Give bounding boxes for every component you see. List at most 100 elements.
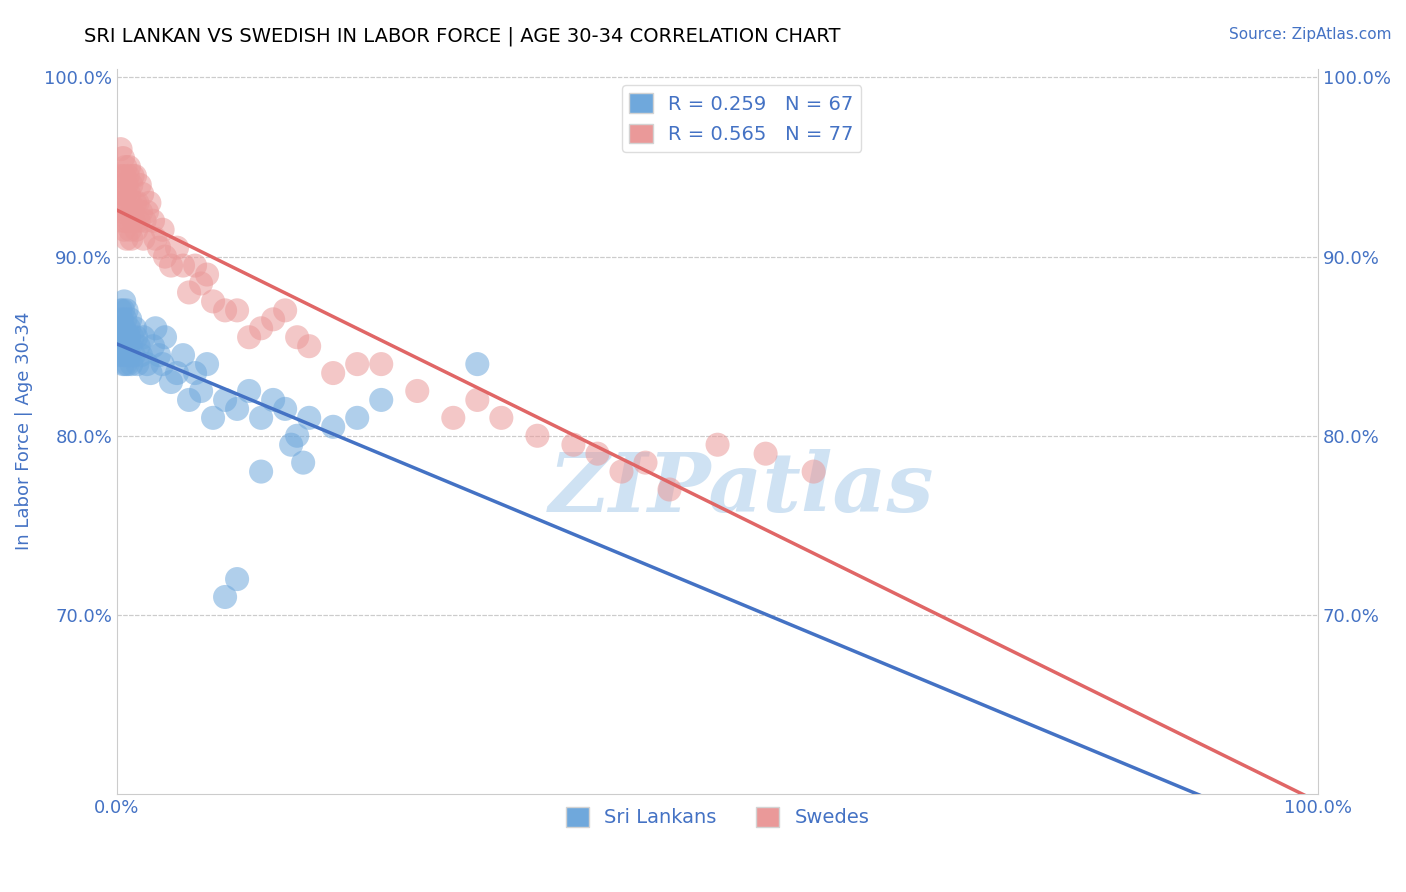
Point	[128, 178, 150, 192]
Point	[586, 447, 609, 461]
Point	[118, 348, 141, 362]
Point	[118, 186, 141, 201]
Point	[226, 572, 249, 586]
Point	[285, 429, 308, 443]
Point	[112, 195, 135, 210]
Point	[114, 186, 136, 201]
Point	[465, 357, 488, 371]
Point	[195, 357, 218, 371]
Point	[160, 259, 183, 273]
Point	[121, 169, 143, 183]
Point	[190, 384, 212, 398]
Point	[172, 348, 194, 362]
Point	[111, 151, 134, 165]
Point	[202, 294, 225, 309]
Point	[128, 339, 150, 353]
Point	[142, 339, 165, 353]
Point	[115, 303, 138, 318]
Point	[238, 330, 260, 344]
Point	[129, 204, 152, 219]
Point	[160, 375, 183, 389]
Point	[127, 357, 149, 371]
Point	[118, 321, 141, 335]
Point	[120, 312, 142, 326]
Point	[152, 223, 174, 237]
Point	[562, 438, 585, 452]
Point	[127, 195, 149, 210]
Point	[111, 178, 134, 192]
Point	[250, 321, 273, 335]
Point	[131, 186, 153, 201]
Point	[153, 330, 176, 344]
Point	[112, 348, 135, 362]
Legend: Sri Lankans, Swedes: Sri Lankans, Swedes	[558, 799, 877, 835]
Point	[274, 303, 297, 318]
Point	[117, 357, 139, 371]
Point	[172, 259, 194, 273]
Point	[706, 438, 728, 452]
Point	[262, 312, 284, 326]
Point	[110, 169, 132, 183]
Point	[177, 285, 200, 300]
Point	[132, 330, 155, 344]
Point	[136, 357, 159, 371]
Point	[118, 214, 141, 228]
Point	[370, 357, 392, 371]
Point	[120, 195, 142, 210]
Point	[214, 392, 236, 407]
Point	[132, 232, 155, 246]
Point	[124, 321, 146, 335]
Point	[115, 330, 138, 344]
Point	[803, 465, 825, 479]
Point	[226, 303, 249, 318]
Point	[114, 339, 136, 353]
Point	[138, 195, 160, 210]
Point	[114, 312, 136, 326]
Point	[322, 419, 344, 434]
Point	[114, 357, 136, 371]
Point	[120, 223, 142, 237]
Point	[184, 259, 207, 273]
Point	[108, 195, 131, 210]
Text: ZIPatlas: ZIPatlas	[548, 450, 935, 529]
Point	[111, 321, 134, 335]
Point	[441, 410, 464, 425]
Point	[111, 204, 134, 219]
Point	[177, 392, 200, 407]
Point	[110, 303, 132, 318]
Point	[134, 214, 156, 228]
Point	[406, 384, 429, 398]
Point	[110, 330, 132, 344]
Point	[121, 330, 143, 344]
Point	[115, 232, 138, 246]
Point	[292, 456, 315, 470]
Point	[136, 204, 159, 219]
Point	[111, 330, 134, 344]
Point	[121, 204, 143, 219]
Point	[117, 169, 139, 183]
Point	[111, 330, 134, 344]
Point	[214, 590, 236, 604]
Point	[322, 366, 344, 380]
Point	[112, 294, 135, 309]
Point	[250, 410, 273, 425]
Point	[120, 232, 142, 246]
Point	[122, 214, 145, 228]
Point	[145, 232, 167, 246]
Point	[111, 303, 134, 318]
Point	[610, 465, 633, 479]
Point	[274, 401, 297, 416]
Point	[111, 214, 134, 228]
Point	[128, 214, 150, 228]
Point	[111, 186, 134, 201]
Point	[122, 348, 145, 362]
Point	[108, 348, 131, 362]
Point	[346, 357, 368, 371]
Point	[190, 277, 212, 291]
Point	[125, 330, 148, 344]
Point	[124, 169, 146, 183]
Point	[370, 392, 392, 407]
Y-axis label: In Labor Force | Age 30-34: In Labor Force | Age 30-34	[15, 312, 32, 550]
Point	[184, 366, 207, 380]
Point	[124, 195, 146, 210]
